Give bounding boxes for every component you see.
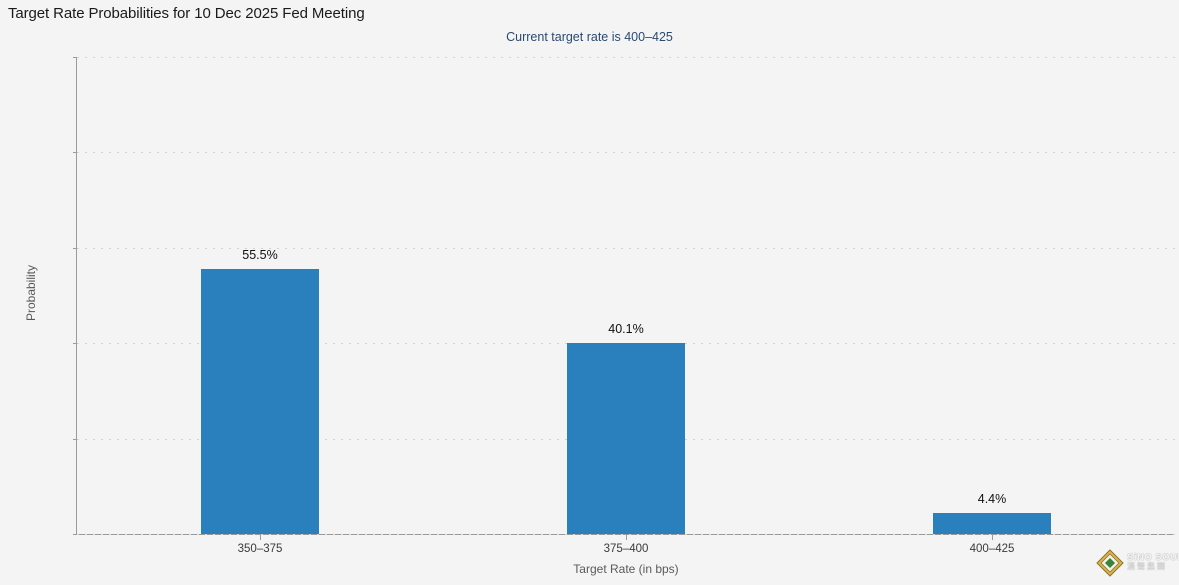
plot-area: 0%20%40%60%80%100%55.5%40.1%4.4% bbox=[73, 57, 1175, 535]
chart-title: Target Rate Probabilities for 10 Dec 202… bbox=[8, 5, 365, 22]
watermark-text: SiNO SOUND 漢聲集團 bbox=[1127, 552, 1179, 572]
watermark-line-2: 漢聲集團 bbox=[1127, 562, 1167, 572]
sino-sound-watermark: SiNO SOUND 漢聲集團 bbox=[1096, 546, 1179, 579]
watermark-line-1: SiNO SOUND bbox=[1127, 552, 1179, 563]
x-axis-tick-label: 400–425 bbox=[969, 543, 1015, 555]
gridline bbox=[77, 534, 1175, 535]
y-axis-tick-mark bbox=[73, 534, 77, 535]
bar[interactable] bbox=[201, 269, 319, 534]
x-axis-tick-mark bbox=[260, 535, 261, 540]
x-axis-tick-label: 375–400 bbox=[603, 543, 649, 555]
bar[interactable] bbox=[567, 342, 685, 534]
diamond-logo-icon bbox=[1096, 548, 1124, 577]
y-axis-line bbox=[76, 57, 77, 535]
bar[interactable] bbox=[933, 513, 1051, 534]
chart-subtitle: Current target rate is 400–425 bbox=[506, 30, 673, 44]
y-axis-tick-mark bbox=[73, 247, 77, 249]
x-axis-tick-mark bbox=[626, 535, 627, 540]
bar-value-label: 55.5% bbox=[242, 248, 278, 263]
y-axis-label: Probability bbox=[24, 264, 39, 321]
x-axis-label: Target Rate (in bps) bbox=[573, 562, 679, 576]
x-axis-tick-mark bbox=[992, 535, 993, 540]
gridline bbox=[77, 57, 1175, 58]
y-axis-tick-mark bbox=[73, 152, 77, 154]
y-axis-tick-mark bbox=[73, 438, 77, 440]
y-axis-tick-mark bbox=[73, 343, 77, 345]
bar-value-label: 4.4% bbox=[977, 492, 1007, 506]
x-axis-tick-label: 350–375 bbox=[237, 543, 283, 555]
y-axis-tick-mark bbox=[73, 57, 77, 58]
bar-value-label: 40.1% bbox=[608, 321, 644, 336]
gridline bbox=[77, 247, 1175, 249]
gridline bbox=[77, 152, 1175, 154]
